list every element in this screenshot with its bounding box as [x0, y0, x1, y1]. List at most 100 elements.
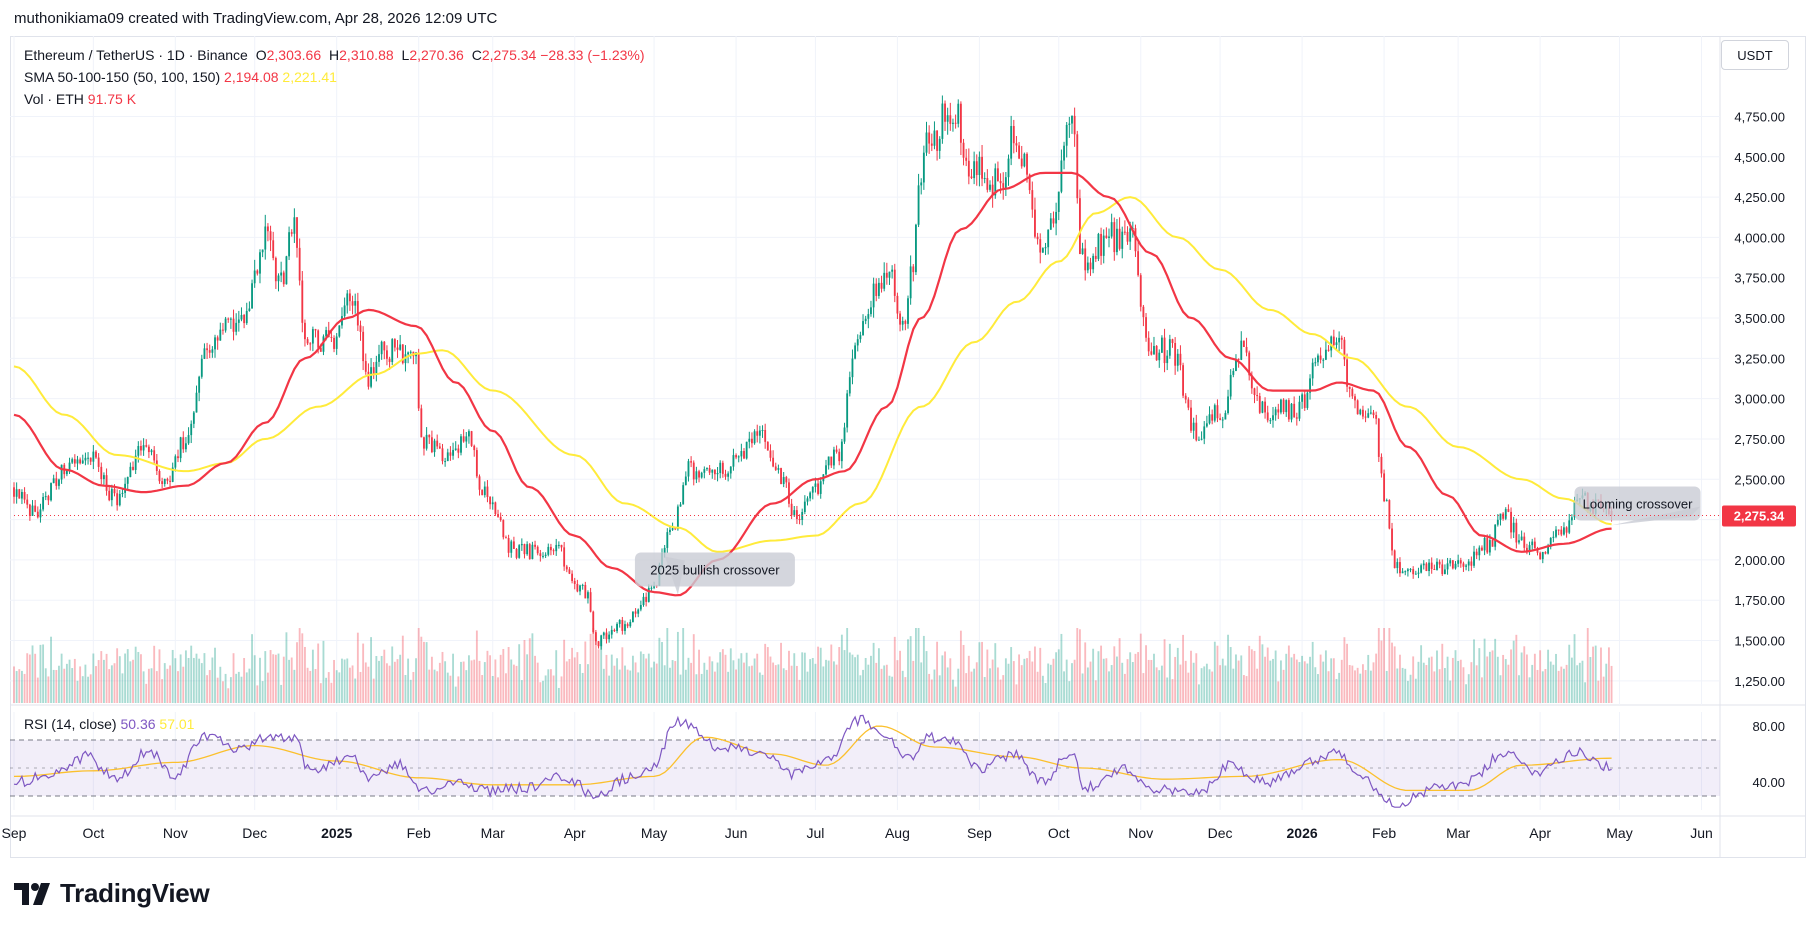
volume-bar — [100, 651, 103, 703]
volume-bar — [359, 671, 362, 703]
candle-body — [1086, 262, 1089, 271]
time-tick-label: Mar — [481, 825, 505, 841]
volume-bar — [679, 674, 682, 703]
tradingview-logo[interactable]: TradingView — [14, 878, 210, 909]
volume-bar — [311, 649, 314, 703]
legend-symbol-row[interactable]: Ethereum / TetherUS · 1D · Binance O2,30… — [24, 44, 645, 66]
volume-bar — [182, 666, 185, 703]
candle-body — [1116, 228, 1118, 253]
volume-bar — [758, 672, 761, 703]
candle-body — [597, 641, 600, 647]
candle-body — [983, 178, 986, 180]
volume-bar — [1555, 653, 1557, 703]
volume-bar — [1184, 660, 1187, 703]
volume-label[interactable]: Vol · ETH — [24, 91, 84, 107]
volume-bar — [124, 653, 127, 703]
candle-body — [536, 546, 539, 554]
candle-body — [449, 452, 452, 456]
annotation-box[interactable] — [1574, 486, 1701, 521]
annotation-box[interactable] — [634, 552, 795, 587]
currency-button[interactable]: USDT — [1721, 40, 1789, 70]
candle-body — [100, 466, 103, 480]
volume-bar — [751, 665, 753, 703]
candle-body — [1314, 362, 1317, 364]
time-tick-label: Nov — [163, 825, 188, 841]
volume-bar — [740, 653, 743, 703]
legend-sma-row[interactable]: SMA 50-100-150 (50, 100, 150) 2,194.08 2… — [24, 66, 645, 88]
volume-bar — [65, 663, 68, 703]
candle-body — [386, 350, 388, 359]
candle-body — [1351, 388, 1354, 397]
candle-body — [1430, 562, 1433, 570]
volume-bar — [608, 675, 611, 703]
symbol-label[interactable]: Ethereum / TetherUS · 1D · Binance — [24, 47, 248, 63]
candle-body — [407, 352, 410, 355]
candle-body — [1422, 563, 1425, 566]
annotation-label[interactable]: 2025 bullish crossover — [650, 563, 780, 578]
volume-bar — [26, 653, 29, 703]
volume-bar — [692, 634, 695, 703]
candle-body — [330, 336, 333, 338]
candle-body — [1253, 388, 1256, 396]
volume-bar — [380, 655, 383, 703]
candle-body — [650, 587, 653, 589]
volume-bar — [539, 682, 542, 703]
candle-body — [1539, 552, 1542, 560]
candle-body — [1118, 228, 1121, 249]
volume-bar — [1121, 662, 1124, 703]
volume-bar — [729, 648, 732, 703]
volume-bar — [579, 664, 581, 703]
volume-bar — [721, 649, 724, 703]
time-axis[interactable]: Sep Oct Nov Dec 2025 Feb Mar Apr May Jun Jul Aug Sep… — [2, 825, 1713, 841]
candle-body — [465, 436, 468, 442]
candle-body — [1258, 396, 1261, 413]
candle-body — [645, 596, 648, 602]
volume-bar — [1430, 656, 1433, 703]
sma-label[interactable]: SMA 50-100-150 (50, 100, 150) — [24, 69, 221, 85]
candle-body — [1467, 561, 1470, 566]
candle-body — [253, 270, 256, 284]
volume-bar — [36, 677, 39, 703]
volume-bar — [1340, 659, 1343, 703]
candle-body — [1377, 418, 1380, 457]
sma-slow-value: 2,221.41 — [282, 69, 337, 85]
volume-bar — [989, 668, 991, 703]
annotation-label[interactable]: Looming crossover — [1583, 496, 1693, 511]
candle-body — [679, 504, 682, 507]
price-axis[interactable]: 1,250.001,500.001,750.002,000.002,250.00… — [14, 109, 1796, 790]
candle-body — [222, 329, 224, 331]
candle-body — [552, 550, 555, 552]
candle-body — [1340, 337, 1343, 340]
rsi-label[interactable]: RSI (14, close) — [24, 716, 117, 732]
candle-body — [153, 450, 156, 461]
candle-body — [219, 329, 222, 341]
rsi-legend[interactable]: RSI (14, close) 50.36 57.01 — [24, 716, 194, 732]
candle-body — [592, 611, 595, 633]
volume-bar — [1250, 649, 1253, 703]
volume-bar — [1174, 656, 1177, 703]
candlesticks[interactable] — [13, 95, 1613, 650]
volume-bar — [462, 661, 465, 703]
candle-body — [512, 541, 515, 549]
legend-volume-row[interactable]: Vol · ETH 91.75 K — [24, 88, 645, 110]
candle-body — [1076, 134, 1079, 199]
candle-body — [108, 490, 111, 501]
annotations[interactable]: 2025 bullish crossover Looming crossover — [634, 486, 1701, 595]
volume-bar — [1020, 665, 1023, 703]
volume-bar — [1306, 663, 1309, 703]
volume-bar — [1470, 662, 1473, 703]
candle-body — [89, 457, 92, 462]
candle-body — [1250, 375, 1253, 389]
candle-body — [1285, 400, 1288, 413]
volume-bar — [1428, 657, 1430, 703]
candle-body — [1324, 349, 1327, 360]
volume-bar — [1399, 654, 1401, 703]
volume-bar — [592, 628, 595, 703]
candle-body — [264, 226, 267, 250]
volume-bar — [785, 670, 788, 703]
volume-bar — [1425, 665, 1428, 703]
volume-bar — [996, 667, 999, 703]
volume-bar — [523, 640, 526, 703]
candle-body — [1536, 548, 1539, 553]
